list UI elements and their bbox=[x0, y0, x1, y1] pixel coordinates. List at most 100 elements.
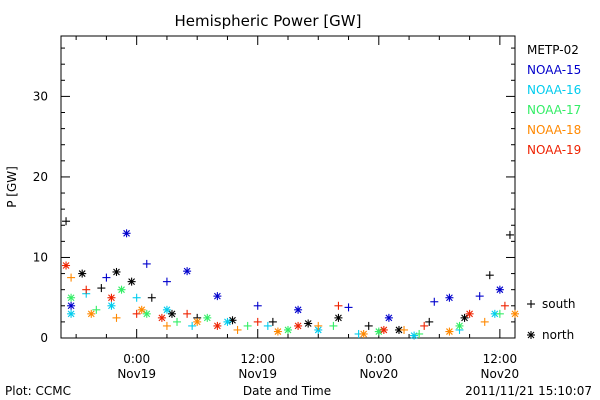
point-south bbox=[253, 301, 262, 310]
y-axis: 0 10 20 30 bbox=[33, 47, 515, 345]
point-south bbox=[430, 297, 439, 306]
point-south bbox=[364, 321, 373, 330]
x-tick-date-label: Nov20 bbox=[359, 367, 398, 381]
point-north bbox=[122, 229, 131, 238]
point-south bbox=[344, 303, 353, 312]
point-north bbox=[67, 301, 76, 310]
point-north bbox=[67, 309, 76, 318]
point-south bbox=[162, 277, 171, 286]
y-tick-label: 30 bbox=[33, 89, 48, 103]
y-tick-label: 10 bbox=[33, 250, 48, 264]
series-noaa-17 bbox=[67, 285, 504, 338]
point-north bbox=[167, 309, 176, 318]
point-north bbox=[314, 325, 323, 334]
point-south bbox=[132, 293, 141, 302]
point-north bbox=[87, 309, 96, 318]
marker-legend-label: south bbox=[542, 297, 576, 311]
legend-entry: NOAA-19 bbox=[527, 143, 581, 157]
x-tick-time-label: 0:00 bbox=[123, 352, 150, 366]
point-south bbox=[112, 313, 121, 322]
series-noaa-15 bbox=[67, 229, 504, 322]
point-south bbox=[188, 321, 197, 330]
point-north bbox=[107, 301, 116, 310]
point-north bbox=[183, 267, 192, 276]
point-north bbox=[193, 317, 202, 326]
point-north bbox=[304, 319, 313, 328]
point-south bbox=[334, 301, 343, 310]
point-north bbox=[379, 325, 388, 334]
legend-entry: NOAA-18 bbox=[527, 123, 581, 137]
x-tick-date-label: Nov20 bbox=[481, 367, 520, 381]
point-south bbox=[527, 300, 535, 308]
point-north bbox=[334, 313, 343, 322]
series-metp-02 bbox=[62, 217, 514, 334]
point-south bbox=[132, 309, 141, 318]
point-north bbox=[142, 309, 151, 318]
marker-legend: south north bbox=[527, 297, 576, 342]
legend-entry: NOAA-17 bbox=[527, 103, 581, 117]
point-south bbox=[243, 321, 252, 330]
point-south bbox=[425, 317, 434, 326]
chart-title: Hemispheric Power [GW] bbox=[175, 12, 362, 30]
point-north bbox=[67, 293, 76, 302]
point-south bbox=[162, 321, 171, 330]
legend-entry: NOAA-16 bbox=[527, 83, 581, 97]
point-north bbox=[112, 267, 121, 276]
point-north bbox=[213, 292, 222, 301]
point-north bbox=[527, 331, 535, 339]
point-north bbox=[78, 269, 87, 278]
point-north bbox=[127, 277, 136, 286]
point-north bbox=[410, 331, 419, 340]
point-south bbox=[62, 217, 71, 226]
point-north bbox=[203, 313, 212, 322]
point-north bbox=[445, 327, 454, 336]
point-north bbox=[273, 327, 282, 336]
point-north bbox=[294, 305, 303, 314]
point-south bbox=[314, 321, 323, 330]
point-north bbox=[294, 321, 303, 330]
point-north bbox=[62, 261, 71, 270]
timestamp: 2011/11/21 15:10:07 bbox=[465, 384, 592, 398]
x-tick-date-label: Nov19 bbox=[238, 367, 277, 381]
point-south bbox=[67, 273, 76, 282]
point-north bbox=[162, 305, 171, 314]
plot-credit: Plot: CCMC bbox=[5, 384, 71, 398]
point-south bbox=[480, 317, 489, 326]
point-north bbox=[465, 309, 474, 318]
y-tick-label: 20 bbox=[33, 170, 48, 184]
point-south bbox=[183, 309, 192, 318]
point-south bbox=[233, 325, 242, 334]
point-north bbox=[495, 285, 504, 294]
x-tick-time-label: 0:00 bbox=[365, 352, 392, 366]
point-south bbox=[82, 285, 91, 294]
point-north bbox=[460, 313, 469, 322]
legend-entry: NOAA-15 bbox=[527, 63, 581, 77]
point-north bbox=[213, 321, 222, 330]
point-south bbox=[505, 230, 514, 239]
point-south bbox=[485, 271, 494, 280]
point-north bbox=[359, 329, 368, 338]
x-tick-time-label: 12:00 bbox=[240, 352, 275, 366]
point-south bbox=[400, 325, 409, 334]
point-north bbox=[223, 317, 232, 326]
legend: METP-02 NOAA-15 NOAA-16 NOAA-17 NOAA-18 NOAA-… bbox=[527, 43, 581, 157]
data-points bbox=[62, 217, 519, 340]
point-north bbox=[107, 293, 116, 302]
point-north bbox=[117, 285, 126, 294]
point-south bbox=[173, 317, 182, 326]
point-south bbox=[102, 273, 111, 282]
point-south bbox=[500, 301, 509, 310]
point-north bbox=[137, 305, 146, 314]
point-south bbox=[147, 293, 156, 302]
x-axis-label: Date and Time bbox=[243, 384, 331, 398]
x-tick-time-label: 12:00 bbox=[483, 352, 518, 366]
point-south bbox=[92, 305, 101, 314]
x-tick-date-label: Nov19 bbox=[117, 367, 156, 381]
marker-legend-label: north bbox=[542, 328, 574, 342]
point-south bbox=[253, 317, 262, 326]
point-north bbox=[511, 309, 519, 318]
point-south bbox=[268, 317, 277, 326]
y-tick-label: 0 bbox=[40, 331, 48, 345]
point-south bbox=[475, 292, 484, 301]
